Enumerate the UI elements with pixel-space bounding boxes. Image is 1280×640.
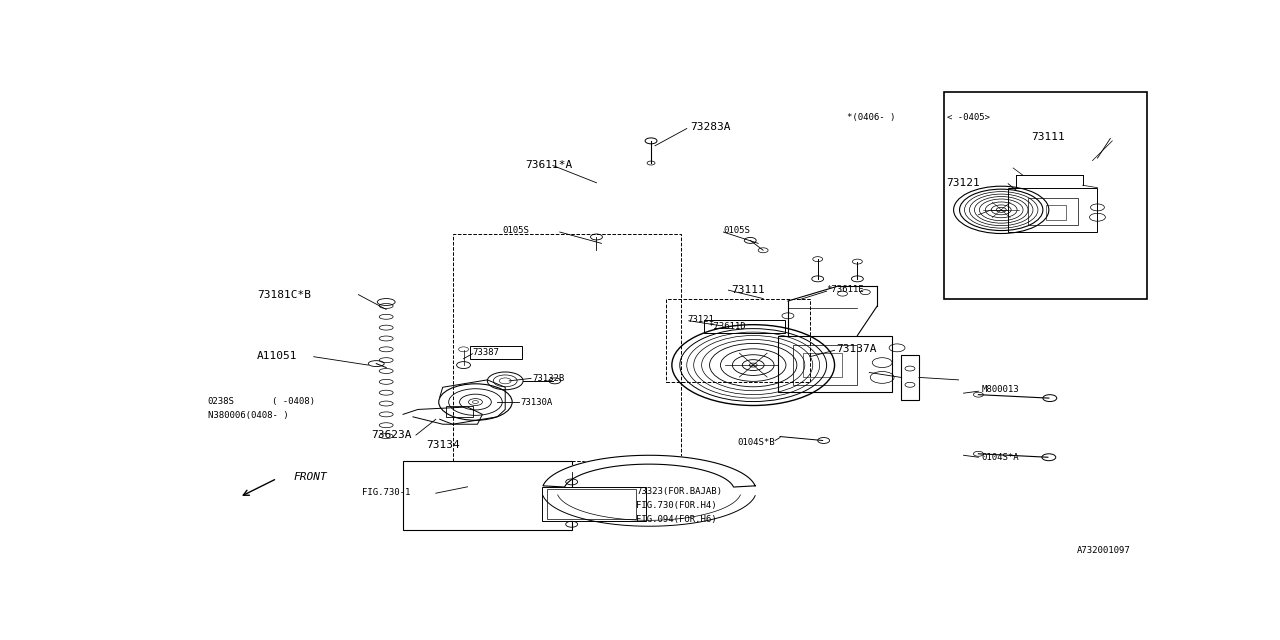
Text: A732001097: A732001097 [1076,547,1130,556]
Text: 0105S: 0105S [502,226,529,235]
Text: 73130A: 73130A [520,397,553,406]
Text: 73132B: 73132B [532,374,564,383]
Text: FRONT: FRONT [294,472,328,482]
Text: < -0405>: < -0405> [947,113,989,122]
Bar [792,346,858,385]
Bar [704,320,785,333]
Bar [778,335,892,392]
Polygon shape [543,455,755,487]
Text: FIG.094(FOR.H6): FIG.094(FOR.H6) [636,515,717,524]
Text: 73623A: 73623A [371,430,412,440]
Text: 0104S*B: 0104S*B [737,438,774,447]
Text: 73387: 73387 [472,348,499,356]
Text: *73611D: *73611D [709,322,746,331]
Text: 73121: 73121 [947,178,980,188]
Text: 73111: 73111 [731,285,765,294]
Bar [471,346,522,358]
Text: 73611*A: 73611*A [525,159,572,170]
Bar [541,487,646,522]
Text: 0238S: 0238S [207,397,234,406]
Text: *(0406- ): *(0406- ) [847,113,896,122]
Text: FIG.730(FOR.H4): FIG.730(FOR.H4) [636,501,717,510]
Text: ( -0408): ( -0408) [273,397,315,406]
Bar [453,234,681,461]
Text: M800013: M800013 [982,385,1019,394]
Text: 73121: 73121 [687,315,714,324]
Text: 73181C*B: 73181C*B [257,290,311,300]
Bar [403,461,572,530]
Text: FIG.730-1: FIG.730-1 [362,488,411,497]
Text: 73323(FOR.BAJAB): 73323(FOR.BAJAB) [636,487,722,496]
Bar [445,406,474,417]
Text: 0104S*A: 0104S*A [982,452,1019,461]
Bar [1028,198,1078,225]
Text: *73611E: *73611E [827,285,864,294]
Bar [1009,188,1097,232]
Bar [901,355,919,399]
Text: 73137A: 73137A [837,344,877,354]
Bar [666,298,810,382]
Bar [1046,205,1066,220]
Text: 73283A: 73283A [691,122,731,132]
Bar [803,353,842,378]
Text: 0105S: 0105S [723,226,750,235]
Bar [547,489,636,519]
Polygon shape [440,380,506,424]
Text: 73134: 73134 [426,440,460,451]
Text: N380006(0408- ): N380006(0408- ) [207,412,288,420]
Text: A11051: A11051 [257,351,298,361]
Text: 73111: 73111 [1030,132,1065,142]
Bar [943,92,1147,298]
